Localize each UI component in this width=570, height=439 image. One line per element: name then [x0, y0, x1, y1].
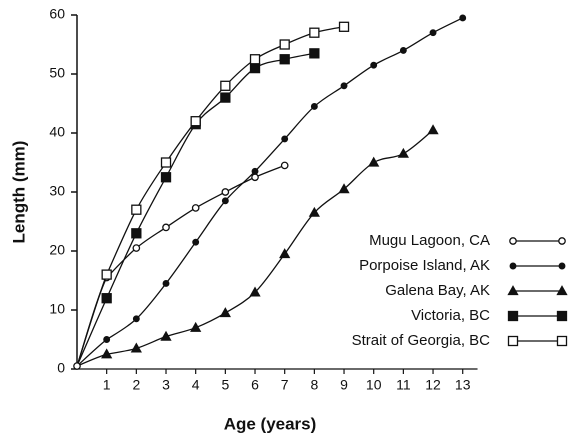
legend-marker — [509, 262, 517, 270]
point — [249, 54, 261, 65]
legend-label: Mugu Lagoon, CA — [369, 232, 490, 249]
point — [131, 204, 142, 215]
point — [221, 197, 229, 205]
point — [190, 321, 202, 332]
point — [308, 206, 320, 217]
point — [251, 173, 259, 182]
point — [160, 172, 172, 183]
point — [279, 54, 290, 65]
point — [219, 307, 231, 318]
point — [310, 102, 318, 110]
legend-label: Galena Bay, AK — [385, 282, 490, 299]
point — [429, 29, 437, 37]
series-line — [106, 52, 315, 299]
x-tick-label: 8 — [310, 377, 318, 393]
y-tick-label: 30 — [49, 183, 65, 199]
legend-marker — [507, 310, 519, 322]
x-axis-label: Age (years) — [224, 414, 317, 433]
point — [370, 61, 378, 69]
legend-label: Porpoise Island, AK — [359, 257, 490, 274]
curve-connector — [76, 274, 108, 367]
y-tick-label: 40 — [49, 124, 65, 140]
point — [309, 48, 320, 59]
point — [101, 269, 112, 280]
point — [220, 92, 231, 103]
series-line — [106, 164, 285, 279]
legend-label: Strait of Georgia, BC — [352, 332, 491, 349]
point — [162, 280, 170, 287]
point — [160, 157, 172, 168]
point — [251, 167, 259, 175]
x-tick-label: 2 — [132, 377, 140, 393]
x-tick-label: 3 — [162, 377, 170, 393]
point — [279, 248, 291, 259]
x-tick-label: 6 — [251, 377, 259, 393]
x-tick-label: 10 — [366, 377, 382, 393]
y-tick-label: 60 — [49, 6, 65, 22]
x-tick-label: 1 — [103, 377, 111, 393]
point — [190, 116, 201, 127]
legend-marker — [507, 285, 519, 296]
point — [220, 80, 231, 91]
legend-marker — [556, 285, 568, 296]
point — [338, 21, 350, 32]
point — [101, 293, 112, 304]
x-tick-label: 12 — [425, 377, 441, 393]
legend-marker — [507, 335, 519, 347]
y-axis-label: Length (mm) — [9, 141, 28, 244]
point — [103, 336, 111, 343]
point — [131, 228, 142, 239]
point — [280, 161, 289, 170]
legend-marker — [558, 237, 566, 245]
point — [279, 39, 290, 50]
point — [192, 238, 200, 246]
point — [101, 348, 113, 359]
point — [338, 183, 350, 194]
point — [249, 62, 261, 74]
point — [162, 223, 170, 232]
x-tick-label: 13 — [455, 377, 471, 393]
legend-marker — [556, 335, 568, 347]
point — [249, 286, 261, 297]
x-tick-label: 4 — [192, 377, 200, 393]
x-tick-label: 9 — [340, 377, 348, 393]
point — [160, 330, 172, 341]
point — [459, 14, 467, 22]
point — [309, 27, 320, 38]
point — [191, 204, 200, 212]
point — [399, 46, 407, 54]
legend-marker — [556, 310, 568, 322]
legend-marker — [509, 237, 517, 245]
series-line — [106, 26, 345, 275]
point — [130, 342, 142, 353]
legend-label: Victoria, BC — [411, 307, 490, 324]
legend-marker — [558, 262, 566, 270]
point — [132, 244, 141, 252]
point — [221, 188, 230, 196]
point — [397, 147, 409, 158]
y-tick-label: 10 — [49, 301, 65, 317]
point — [132, 315, 140, 323]
x-tick-label: 11 — [396, 377, 411, 393]
y-tick-label: 50 — [49, 65, 65, 81]
origin-point — [73, 362, 81, 370]
x-tick-label: 7 — [281, 377, 289, 393]
y-tick-label: 20 — [49, 242, 65, 258]
point — [427, 124, 439, 135]
point — [340, 82, 348, 90]
point — [281, 135, 289, 143]
x-tick-label: 5 — [221, 377, 229, 393]
y-tick-label: 0 — [57, 360, 65, 376]
point — [368, 156, 380, 167]
